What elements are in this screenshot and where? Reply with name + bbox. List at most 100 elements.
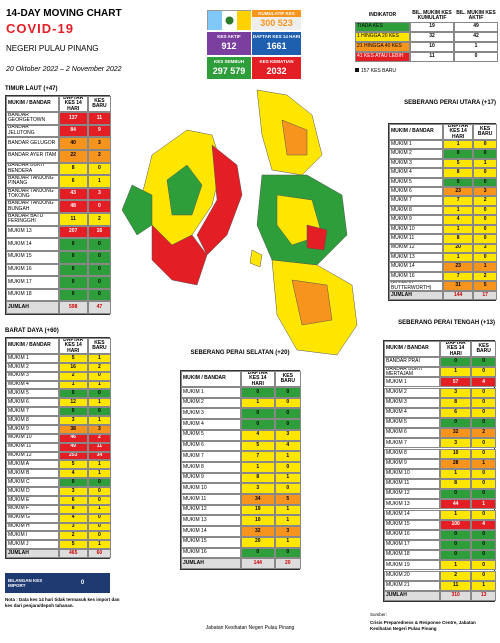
new-cases: 0 [471, 397, 496, 408]
case-count: 4 [241, 429, 275, 441]
case-count: 0 [241, 419, 275, 430]
case-count: 144 [443, 290, 474, 300]
column-header: KES BARU [471, 341, 496, 357]
area-name: MUKIM 13 [384, 499, 440, 510]
area-name: MUKIM 1 [384, 377, 440, 388]
area-name: MUKIM 13 [6, 225, 59, 239]
legend-count: 1 [454, 42, 498, 52]
new-cases: 4 [471, 377, 496, 388]
area-name: MUKIM 3 [181, 408, 241, 420]
daily-box: DAFTAR KES 14 HARI 1661 [252, 32, 301, 55]
area-name: MUKIM 14 [389, 262, 443, 272]
area-name: MUKIM 1 [389, 140, 443, 150]
new-cases: 1 [87, 460, 111, 470]
area-name: MUKIM 10 [384, 468, 440, 479]
area-name: BANDAR TANJONG TOKONG [6, 187, 59, 201]
new-cases: 1 [87, 469, 111, 479]
legend-indicator: TIADA KES [355, 22, 410, 32]
case-count: 8 [58, 504, 88, 514]
column-header: MUKIM / BANDAR [389, 124, 443, 140]
case-count: 48 [58, 200, 88, 213]
case-count: 137 [58, 112, 88, 125]
new-cases: 0 [471, 367, 496, 378]
new-cases: 0 [274, 397, 301, 409]
case-count: 16 [58, 362, 88, 372]
new-cases: 0 [87, 495, 111, 505]
case-count: 0 [440, 418, 472, 429]
area-name: MUKIM 17 [6, 276, 59, 289]
daily-value: 1661 [266, 41, 287, 51]
deaths-value: 2032 [266, 66, 287, 76]
new-cases: 0 [473, 177, 497, 188]
area-name: MUKIM 4 [181, 419, 241, 430]
case-count: 0 [440, 357, 472, 368]
district-title: TIMUR LAUT (+47) [5, 86, 58, 92]
new-cases: 1 [87, 175, 111, 188]
new-cases: 0 [87, 162, 111, 176]
area-name: MUKIM 15 [181, 536, 241, 548]
area-name: MUKIM F [6, 504, 59, 514]
case-count: 43 [58, 187, 88, 201]
case-count: 0 [241, 547, 275, 559]
area-name: MUKIM 1 [181, 387, 241, 398]
new-cases: 1 [87, 354, 111, 363]
new-cases: 0 [471, 560, 496, 571]
area-name: MUKIM 12 [389, 243, 443, 253]
area-name: MUKIM 8 [389, 205, 443, 216]
case-count: 6 [58, 175, 88, 188]
new-cases: 2 [87, 362, 111, 372]
area-name: MUKIM 20 [384, 570, 440, 581]
area-name: MUKIM 10 [181, 483, 241, 495]
new-cases: 60 [87, 549, 111, 558]
new-cases: 0 [473, 252, 497, 263]
column-header: DAFTAR KES 14 HARI [440, 341, 472, 357]
district-table: MUKIM / BANDAR DAFTAR KES 14 HARI KES BARU… [388, 123, 497, 301]
case-count: 10 [241, 515, 275, 527]
area-name: MUKIM 9 [384, 458, 440, 469]
import-value: 0 [80, 580, 85, 586]
area-name: MUKIM J [6, 540, 59, 550]
new-cases: 3 [473, 187, 497, 197]
case-count: 1 [443, 252, 474, 263]
new-cases: 0 [473, 234, 497, 244]
case-count: 0 [58, 250, 88, 264]
case-count: 3 [241, 483, 275, 495]
new-cases: 0 [87, 250, 111, 264]
area-name: JUMLAH [181, 558, 241, 569]
map [121, 89, 358, 356]
district-title: SEBERANG PERAI UTARA (+17) [404, 100, 496, 106]
case-count: 5 [58, 354, 88, 363]
case-count: 34 [241, 494, 275, 505]
column-header: MUKIM / BANDAR [181, 371, 241, 387]
new-cases: 0 [471, 438, 496, 449]
case-count: 1 [440, 509, 472, 520]
deaths-box: KES KEMATIAN 2032 [252, 57, 301, 79]
case-count: 1 [443, 205, 474, 216]
case-count: 3 [58, 416, 88, 425]
area-name: BANDAR TANJONG PINANG [6, 175, 59, 188]
area-name: MUKIM 14 [6, 238, 59, 251]
area-name: JUMLAH [389, 290, 443, 300]
source: Crisis Preparedness & Response Centre, J… [370, 620, 476, 631]
case-count: 0 [241, 387, 275, 398]
column-header: DAFTAR KES 14 HARI [58, 96, 88, 112]
area-name: MUKIM 7 [181, 451, 241, 462]
column-header: KES BARU [473, 124, 497, 140]
case-count: 57 [440, 377, 472, 388]
area-name: MUKIM 7 [389, 196, 443, 206]
case-count: 20 [241, 536, 275, 548]
area-name: MUKIM 3 [389, 158, 443, 169]
area-name: MUKIM 21 [384, 580, 440, 591]
case-count: 3 [58, 522, 88, 532]
case-count: 6 [440, 407, 472, 418]
case-count: 100 [440, 519, 472, 530]
case-count: 144 [241, 558, 275, 569]
area-name: MUKIM 5 [6, 389, 59, 399]
case-count: 310 [440, 590, 472, 601]
new-cases: 0 [87, 513, 111, 523]
column-header: KES BARU [87, 96, 111, 112]
area-name: MUKIM 14 [181, 526, 241, 537]
legend-header: BIL. MUKIM KES KUMULATIF [410, 10, 454, 22]
new-cases: 0 [87, 371, 111, 381]
